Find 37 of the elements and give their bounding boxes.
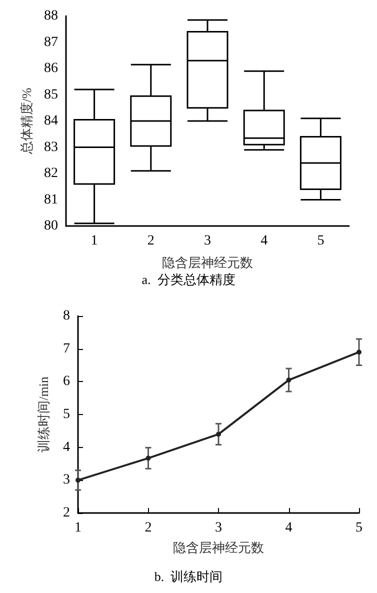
text: a. 分类总体精度 [142, 272, 236, 287]
y-tick-label: 83 [44, 140, 58, 155]
point [356, 350, 362, 355]
y-tick-label: 86 [44, 61, 58, 76]
x-tick-label: 5 [356, 520, 362, 536]
y-tick-label: 8 [63, 308, 70, 324]
y-tick-label: 82 [44, 166, 58, 181]
point [146, 456, 151, 461]
y-axis-title: 训练时间/min [36, 376, 51, 452]
x-axis-title: 隐含层神经元数 [173, 540, 264, 555]
x-tick-label: 2 [144, 520, 152, 536]
y-tick-label: 6 [63, 374, 70, 390]
y-tick-label: 4 [63, 440, 70, 455]
y-tick-label: 88 [44, 8, 58, 24]
x-tick-label: 5 [317, 234, 324, 248]
x-tick-label: 1 [74, 520, 82, 536]
x-tick-label: 2 [147, 234, 154, 248]
text: b. 训练时间 [154, 569, 223, 584]
x-tick-label: 3 [204, 234, 211, 248]
y-tick-label: 3 [63, 472, 70, 488]
x-tick-label: 4 [260, 234, 268, 248]
x-axis-title: 隐含层神经元数 [162, 255, 253, 270]
y-tick-label: 5 [63, 407, 70, 422]
y-tick-label: 80 [44, 218, 58, 234]
x-tick-label: 3 [215, 520, 222, 536]
y-tick-label: 7 [63, 341, 70, 356]
point [216, 432, 221, 437]
x-tick-label: 4 [285, 520, 292, 536]
point [76, 478, 80, 483]
point [286, 378, 292, 383]
y-tick-label: 85 [44, 87, 58, 102]
y-tick-label: 84 [44, 114, 58, 128]
x-tick-label: 1 [90, 234, 98, 248]
y-tick-label: 2 [63, 506, 70, 520]
y-axis-title: 总体精度/% [19, 88, 34, 156]
y-tick-label: 87 [44, 34, 58, 50]
y-tick-label: 81 [44, 192, 58, 208]
